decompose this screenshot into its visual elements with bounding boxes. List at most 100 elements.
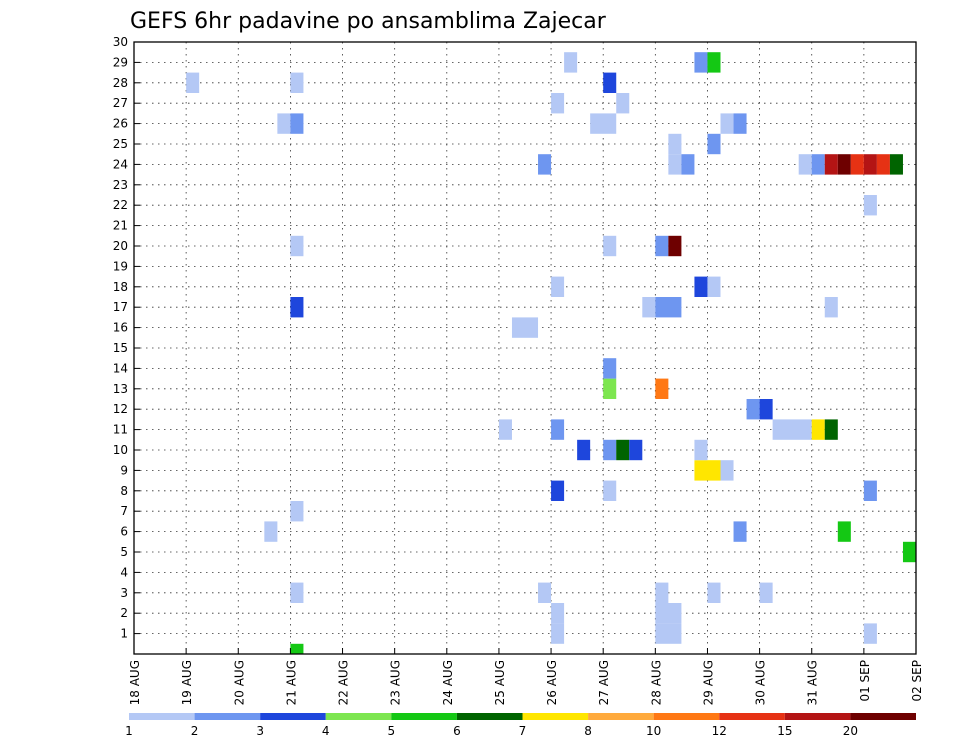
x-tick-label: 23 AUG (389, 660, 403, 705)
y-tick-label: 12 (113, 402, 128, 416)
precip-cell (290, 501, 304, 522)
precip-cell (902, 541, 916, 563)
precip-cell (707, 133, 721, 155)
precip-cell (837, 154, 851, 175)
precip-cell (798, 154, 812, 175)
precip-cell (720, 113, 734, 134)
legend-label: 5 (388, 724, 396, 738)
x-tick-label: 29 AUG (701, 660, 715, 705)
precip-cell (551, 276, 565, 297)
y-tick-label: 18 (113, 280, 128, 294)
x-tick-label: 26 AUG (545, 660, 559, 705)
x-tick-label: 31 AUG (806, 660, 820, 705)
x-tick-label: 20 AUG (232, 660, 246, 705)
precip-cell (850, 154, 864, 175)
legend-swatch (588, 713, 654, 720)
x-tick-label: 21 AUG (284, 660, 298, 705)
y-tick-label: 19 (113, 259, 128, 273)
precip-cell (616, 439, 630, 461)
precip-cell (746, 399, 760, 420)
precip-cell (863, 480, 877, 501)
y-tick-label: 6 (120, 525, 128, 539)
precip-cell (655, 623, 682, 644)
x-tick-label: 24 AUG (441, 660, 455, 705)
precip-cell (655, 378, 669, 399)
precip-cell (577, 439, 591, 461)
y-tick-label: 27 (113, 96, 128, 110)
x-tick-label: 02 SEP (910, 660, 924, 702)
legend-label: 7 (519, 724, 527, 738)
y-tick-label: 11 (113, 423, 128, 437)
precip-cell (811, 419, 825, 440)
legend-swatch (456, 713, 523, 720)
precip-cell (681, 154, 695, 175)
precip-cell (603, 439, 617, 461)
precip-cell (616, 93, 630, 114)
y-tick-label: 17 (113, 300, 128, 314)
precip-cell (290, 113, 304, 134)
precip-cell (694, 439, 708, 461)
x-tick-label: 25 AUG (493, 660, 507, 705)
precip-cell (498, 419, 512, 440)
legend-swatch (391, 713, 457, 720)
precip-cell (538, 154, 552, 175)
x-tick-label: 28 AUG (649, 660, 663, 705)
precip-cell (863, 195, 877, 216)
precip-cell (590, 113, 617, 134)
legend-swatch (522, 713, 589, 720)
x-axis: 18 AUG 19 AUG 20 AUG 21 AUG 22 AUG 23 AUG 24 A… (128, 648, 924, 705)
legend-label: 8 (584, 724, 592, 738)
legend-label: 4 (322, 724, 330, 738)
precip-cell (694, 52, 708, 73)
y-tick-label: 29 (113, 55, 128, 69)
precip-cell (603, 358, 617, 379)
legend-label: 10 (646, 724, 661, 738)
color-legend: 1 2 3 4 5 6 7 8 10 12 15 20 (125, 713, 916, 738)
y-tick-label: 16 (113, 321, 128, 335)
precip-cell (290, 582, 304, 603)
y-tick-label: 2 (120, 606, 128, 620)
legend-label: 12 (712, 724, 727, 738)
precip-cell (824, 297, 838, 318)
y-tick-label: 22 (113, 198, 128, 212)
precip-cell (863, 154, 877, 175)
x-tick-label: 27 AUG (597, 660, 611, 705)
y-tick-label: 10 (113, 443, 128, 457)
precip-cell (642, 297, 656, 318)
y-tick-label: 13 (113, 382, 128, 396)
y-tick-label: 24 (113, 157, 128, 171)
legend-label: 3 (256, 724, 264, 738)
chart-title: GEFS 6hr padavine po ansamblima Zajecar (130, 9, 607, 34)
y-tick-label: 3 (120, 586, 128, 600)
cells-layer (186, 52, 916, 654)
precip-cell (186, 72, 200, 93)
precip-cell (837, 521, 851, 542)
y-tick-label: 25 (113, 137, 128, 151)
precip-cell (733, 521, 747, 542)
precip-cell (564, 52, 578, 73)
x-tick-label: 18 AUG (128, 660, 142, 705)
y-axis: 1234567891011121314151617181920212223242… (113, 35, 140, 641)
precip-cell (694, 460, 721, 481)
y-tick-label: 1 (120, 627, 128, 641)
precip-cell (655, 582, 669, 603)
legend-label: 20 (843, 724, 858, 738)
precip-cell (538, 582, 552, 603)
precip-cell (603, 480, 617, 501)
y-tick-label: 28 (113, 76, 128, 90)
precip-cell (668, 235, 682, 257)
legend-label: 2 (191, 724, 199, 738)
legend-label: 15 (777, 724, 792, 738)
precip-cell (551, 419, 565, 440)
precip-cell (290, 72, 304, 93)
precip-cell (811, 154, 825, 175)
precip-cell (863, 623, 877, 644)
precip-cell (290, 643, 304, 654)
y-tick-label: 15 (113, 341, 128, 355)
precip-cell (668, 133, 682, 155)
precip-cell (889, 154, 903, 175)
y-tick-label: 20 (113, 239, 128, 253)
precip-cell (629, 439, 643, 461)
precip-cell (551, 480, 565, 501)
